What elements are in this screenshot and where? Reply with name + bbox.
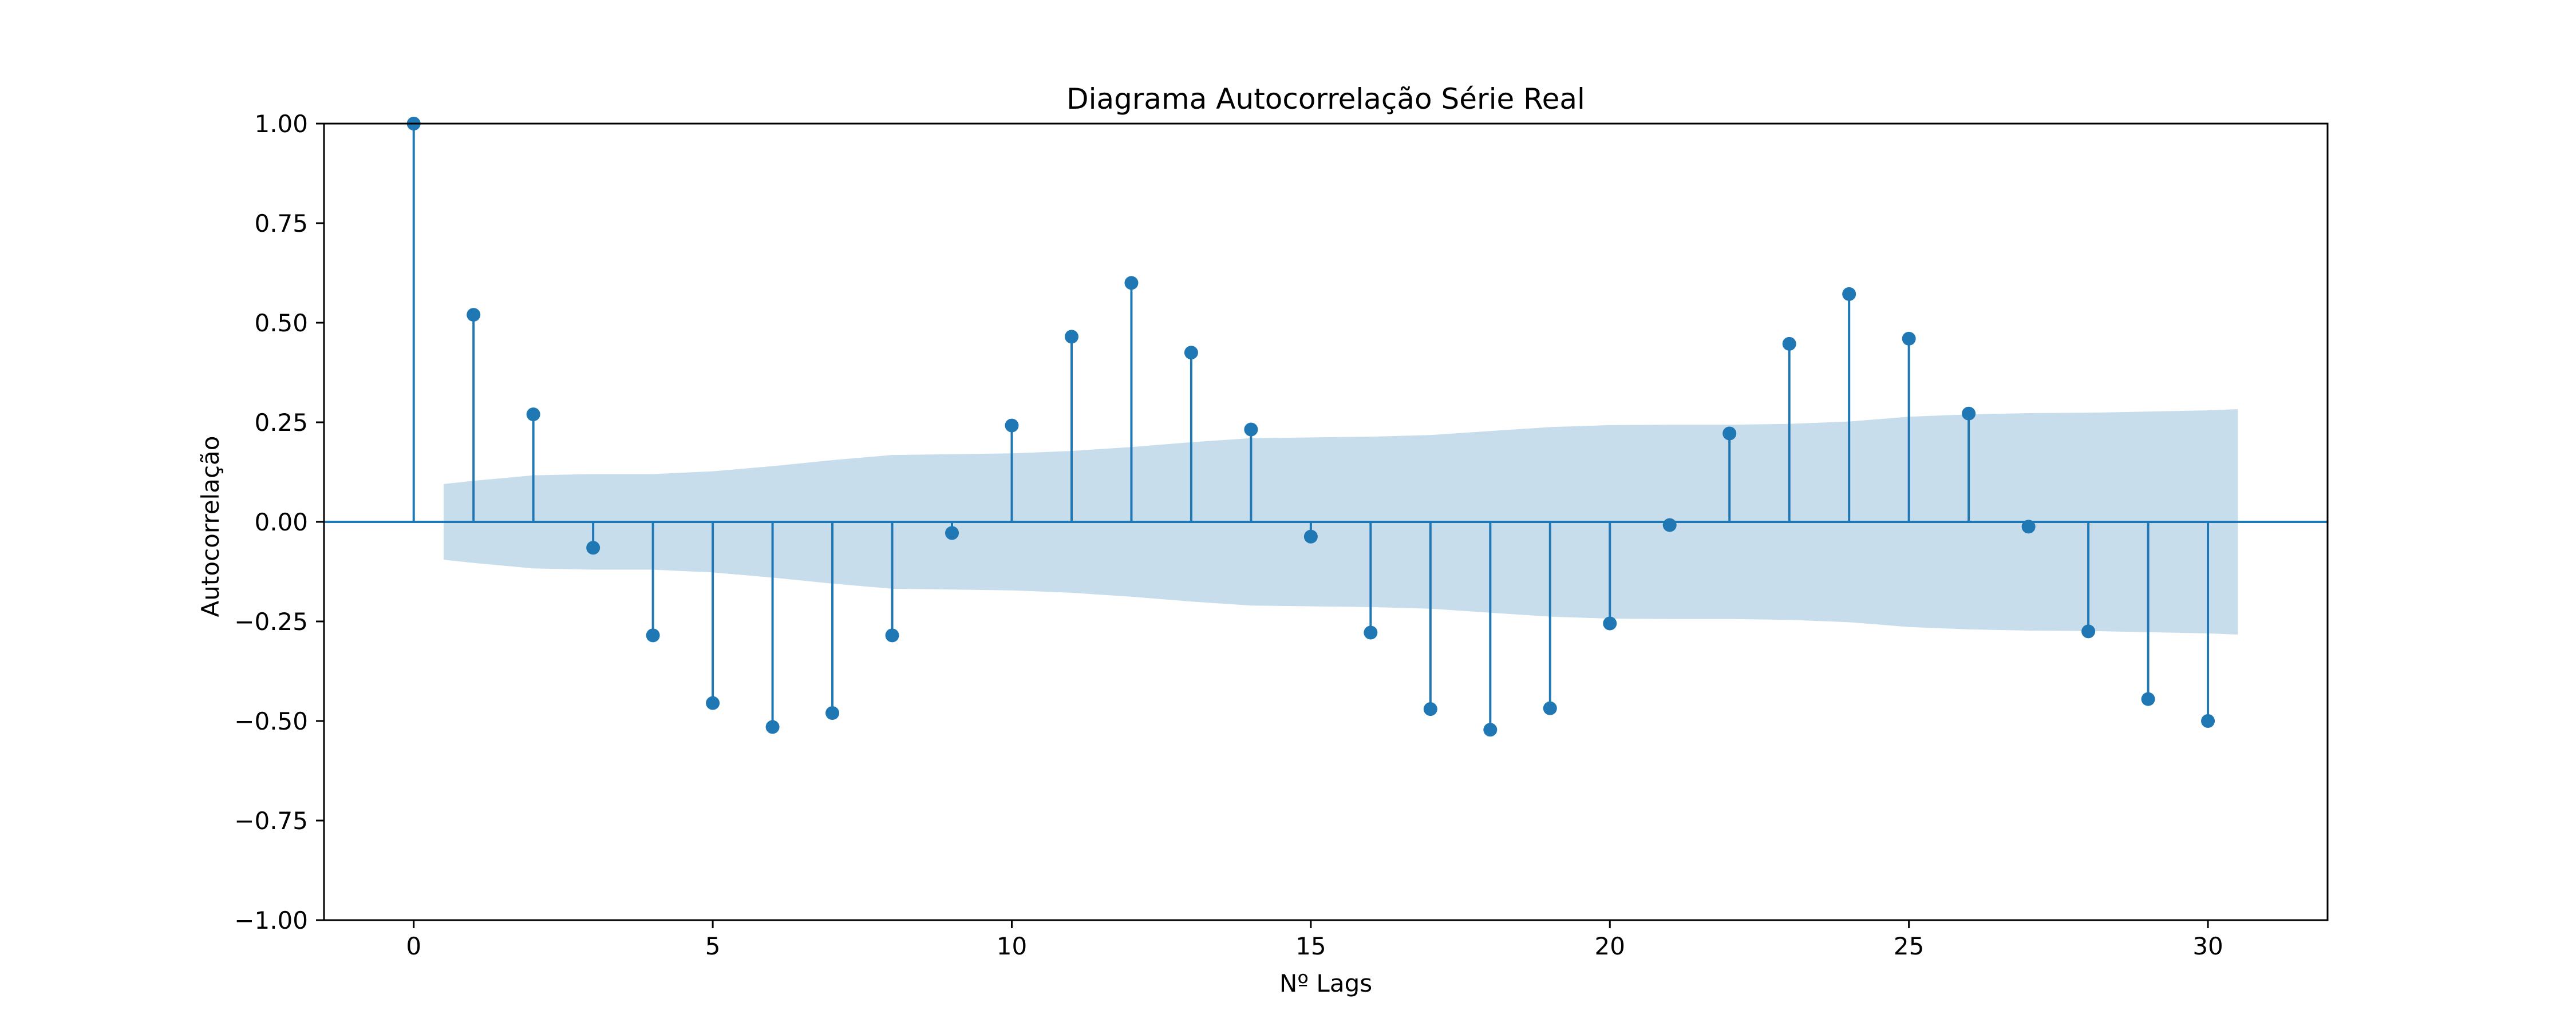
stem-marker bbox=[765, 720, 780, 734]
stem-marker bbox=[1662, 518, 1677, 532]
stem-marker bbox=[1244, 422, 1258, 437]
y-tick-label: 0.75 bbox=[254, 209, 308, 237]
stem-marker bbox=[1543, 701, 1557, 715]
y-tick-label: 0.25 bbox=[254, 409, 308, 437]
stem-marker bbox=[586, 541, 600, 555]
stem-marker bbox=[1483, 723, 1498, 737]
stem-marker bbox=[646, 628, 660, 643]
y-tick-label: 1.00 bbox=[254, 110, 308, 138]
x-tick-label: 15 bbox=[1295, 932, 1326, 960]
stem-marker bbox=[1364, 625, 1378, 640]
stem-marker bbox=[1064, 330, 1078, 344]
y-tick-label: −0.75 bbox=[234, 807, 308, 835]
x-tick-label: 10 bbox=[997, 932, 1027, 960]
stem-marker bbox=[2081, 624, 2096, 639]
y-tick-label: −1.00 bbox=[234, 906, 308, 934]
stem-marker bbox=[1303, 529, 1318, 544]
stem-marker bbox=[2021, 520, 2036, 534]
stem-marker bbox=[1782, 336, 1796, 351]
y-tick-label: 0.00 bbox=[254, 508, 308, 536]
x-tick-label: 25 bbox=[1894, 932, 1924, 960]
y-tick-label: −0.25 bbox=[234, 608, 308, 636]
stem-marker bbox=[1842, 287, 1856, 301]
stem-marker bbox=[945, 526, 959, 540]
y-axis-label: Autocorrelação bbox=[196, 436, 224, 617]
stem-marker bbox=[467, 308, 481, 322]
stem-marker bbox=[1722, 426, 1737, 441]
stems-layer bbox=[406, 117, 2215, 737]
stem-marker bbox=[2201, 714, 2215, 728]
stem-marker bbox=[2141, 692, 2155, 706]
y-axis-ticks: −1.00 −0.75 −0.50 −0.25 0.00 0.25 0.50 0.75 1.00 bbox=[234, 110, 324, 934]
x-tick-label: 5 bbox=[705, 932, 721, 960]
stem-marker bbox=[1423, 702, 1437, 716]
y-tick-label: 0.50 bbox=[254, 309, 308, 337]
stem-marker bbox=[706, 696, 720, 710]
stem-marker bbox=[825, 706, 840, 720]
stem-marker bbox=[1962, 406, 1976, 421]
x-tick-label: 20 bbox=[1595, 932, 1625, 960]
stem-marker bbox=[526, 407, 540, 422]
stem-marker bbox=[1902, 331, 1916, 346]
x-axis-ticks: 0 5 10 15 20 25 30 bbox=[406, 920, 2223, 960]
stem-marker bbox=[1184, 346, 1198, 360]
stem-marker bbox=[885, 628, 899, 643]
stem-marker bbox=[1005, 418, 1019, 433]
chart-title: Diagrama Autocorrelação Série Real bbox=[1066, 82, 1585, 116]
stem-marker bbox=[1124, 276, 1139, 290]
stem-marker bbox=[1603, 616, 1617, 631]
y-tick-label: −0.50 bbox=[234, 707, 308, 735]
x-axis-label: Nº Lags bbox=[1279, 969, 1372, 997]
x-tick-label: 0 bbox=[406, 932, 421, 960]
x-tick-label: 30 bbox=[2192, 932, 2223, 960]
